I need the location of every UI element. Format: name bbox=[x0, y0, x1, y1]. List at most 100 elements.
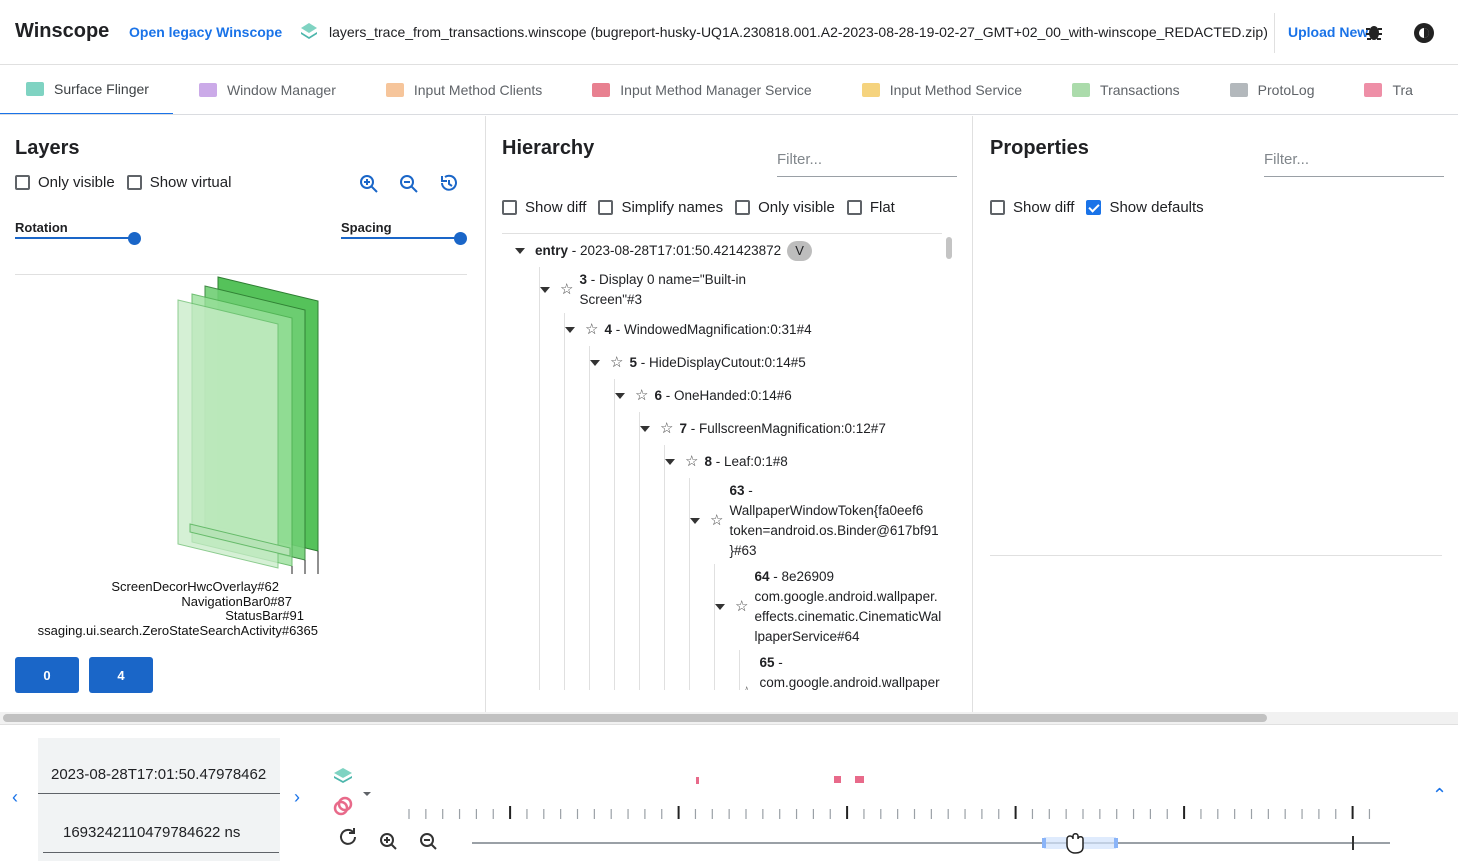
checkbox[interactable]: Show diff bbox=[990, 199, 1074, 216]
tree-row[interactable]: ☆ 3 - Display 0 name="Built-in Screen"#3 bbox=[540, 267, 942, 313]
tree-row[interactable]: ☆ 63 - WallpaperWindowToken{fa0eef6 token… bbox=[690, 478, 942, 564]
tab-icon bbox=[592, 83, 611, 97]
checkbox[interactable]: Show virtual bbox=[126, 174, 232, 191]
slider-thumb[interactable] bbox=[128, 232, 141, 245]
tree-node: entry - 2023-08-28T17:01:50.421423872 V ☆ 3… bbox=[515, 234, 942, 690]
slider-track bbox=[341, 237, 461, 239]
checkbox-box bbox=[502, 200, 517, 215]
timestamp-input[interactable]: 2023-08-28T17:01:50.479784622 bbox=[51, 766, 267, 783]
tab-icon bbox=[1364, 83, 1383, 97]
scrollbar[interactable] bbox=[946, 237, 952, 259]
tab[interactable]: Tra bbox=[1338, 65, 1436, 114]
star-icon[interactable]: ☆ bbox=[710, 512, 724, 529]
node-label: - Display 0 name="Built-in Screen"#3 bbox=[579, 272, 746, 307]
tab[interactable]: Transactions bbox=[1046, 65, 1204, 114]
tree-node: ☆ 65 - com.google.android.wallpaper.effec… bbox=[740, 650, 942, 690]
scroll-thumb[interactable] bbox=[3, 714, 1267, 722]
checkbox-group: Only visible Show virtual bbox=[15, 174, 243, 195]
tree-row[interactable]: ☆ 65 - com.google.android.wallpaper.effec… bbox=[740, 650, 942, 690]
tree-row[interactable]: entry - 2023-08-28T17:01:50.421423872 V bbox=[515, 234, 942, 267]
node-text: 5 - HideDisplayCutout:0:14#5 bbox=[629, 353, 839, 373]
star-icon[interactable]: ☆ bbox=[740, 683, 753, 690]
node-id: 6 bbox=[654, 387, 662, 403]
tree-node: ☆ 8 - Leaf:0:1#8 ☆ 63 - WallpaperWindowToke… bbox=[665, 445, 942, 690]
checkbox-label: Only visible bbox=[38, 174, 115, 191]
tree-row[interactable]: ☆ 6 - OneHanded:0:14#6 bbox=[615, 379, 942, 412]
zoom-controls[interactable] bbox=[358, 173, 468, 195]
node-text: 8 - Leaf:0:1#8 bbox=[704, 452, 914, 472]
expand-arrow[interactable] bbox=[515, 247, 525, 254]
tab[interactable]: Input Method Manager Service bbox=[566, 65, 835, 114]
header: Winscope Open legacy Winscope layers_tra… bbox=[0, 0, 1458, 65]
checkbox[interactable]: Show defaults bbox=[1086, 199, 1204, 216]
tree-children: ☆ 64 - 8e26909 com.google.android.wallpap… bbox=[714, 564, 942, 690]
node-label: - 2023-08-28T17:01:50.421423872 bbox=[568, 242, 782, 258]
bug-icon[interactable] bbox=[1364, 22, 1384, 42]
prev-button[interactable]: ‹ bbox=[12, 787, 18, 807]
display-button[interactable]: 0 bbox=[15, 657, 79, 693]
node-id: 5 bbox=[629, 354, 637, 370]
node-label: - Leaf:0:1#8 bbox=[711, 453, 788, 469]
expand-arrow[interactable] bbox=[640, 425, 650, 432]
filter-input[interactable]: Filter... bbox=[777, 151, 957, 177]
checkbox[interactable]: Flat bbox=[846, 199, 895, 216]
tab[interactable]: ProtoLog bbox=[1204, 65, 1339, 114]
checkbox[interactable]: Only visible bbox=[735, 199, 835, 216]
slider-label: Spacing bbox=[341, 220, 392, 235]
legacy-link[interactable]: Open legacy Winscope bbox=[129, 24, 283, 40]
star-icon[interactable]: ☆ bbox=[610, 353, 624, 371]
tab[interactable]: Surface Flinger bbox=[0, 65, 173, 114]
tree-node: ☆ 4 - WindowedMagnification:0:31#4 ☆ 5 - Hi… bbox=[565, 313, 942, 690]
node-label: - FullscreenMagnification:0:12#7 bbox=[686, 420, 886, 436]
checkbox[interactable]: Show diff bbox=[502, 199, 586, 216]
tree-row[interactable]: ☆ 5 - HideDisplayCutout:0:14#5 bbox=[590, 346, 942, 379]
panel-title: Layers bbox=[15, 137, 80, 159]
theme-icon[interactable] bbox=[1412, 21, 1436, 45]
checkbox[interactable]: Only visible bbox=[15, 174, 115, 191]
tree-row[interactable]: ☆ 8 - Leaf:0:1#8 bbox=[665, 445, 942, 478]
star-icon[interactable]: ☆ bbox=[660, 419, 674, 437]
star-icon[interactable]: ☆ bbox=[560, 281, 574, 298]
tree-row[interactable]: ☆ 7 - FullscreenMagnification:0:12#7 bbox=[640, 412, 942, 445]
expand-arrow[interactable] bbox=[665, 458, 675, 465]
tree-children: ☆ 65 - com.google.android.wallpaper.effec… bbox=[739, 650, 942, 690]
display-button[interactable]: 4 bbox=[89, 657, 153, 693]
checkbox[interactable]: Simplify names bbox=[598, 199, 723, 216]
checkbox-group: Show diff Simplify names Only visible Flat bbox=[502, 199, 907, 220]
star-icon[interactable]: ☆ bbox=[685, 452, 699, 470]
star-icon[interactable]: ☆ bbox=[585, 320, 599, 338]
next-button[interactable]: › bbox=[294, 787, 300, 807]
checkbox-box bbox=[846, 200, 862, 215]
expand-arrow[interactable] bbox=[715, 604, 725, 610]
node-text: 3 - Display 0 name="Built-in Screen"#3 bbox=[579, 270, 789, 310]
expand-arrow[interactable] bbox=[540, 287, 550, 293]
tab-icon bbox=[385, 83, 404, 97]
expand-arrow[interactable] bbox=[690, 518, 700, 524]
node-id: 7 bbox=[679, 420, 687, 436]
tab-label: Window Manager bbox=[226, 82, 336, 98]
upload-button[interactable]: Upload New bbox=[1288, 24, 1369, 40]
tab-label: Input Method Service bbox=[889, 82, 1023, 98]
tree-row[interactable]: ☆ 64 - 8e26909 com.google.android.wallpap… bbox=[715, 564, 942, 650]
expand-arrow[interactable] bbox=[615, 392, 625, 399]
hierarchy-panel: Hierarchy Filter... Show diff Simplify na… bbox=[487, 116, 973, 712]
collapse-button[interactable]: ⌃ bbox=[1432, 785, 1448, 805]
tab[interactable]: Input Method Clients bbox=[360, 65, 566, 114]
checkbox-label: Show virtual bbox=[149, 174, 232, 191]
slider-thumb[interactable] bbox=[454, 232, 467, 245]
layer-label: StatusBar#91 bbox=[225, 608, 304, 623]
expand-arrow[interactable] bbox=[590, 359, 600, 366]
ns-input[interactable]: 1693242110479784622 ns bbox=[63, 824, 241, 841]
star-icon[interactable]: ☆ bbox=[635, 386, 649, 404]
tab[interactable]: Input Method Service bbox=[836, 65, 1046, 114]
star-icon[interactable]: ☆ bbox=[735, 598, 749, 615]
tree-children: ☆ 5 - HideDisplayCutout:0:14#5 ☆ 6 - OneHan… bbox=[589, 346, 942, 690]
panel-title: Properties bbox=[990, 137, 1089, 159]
node-label: - 8e26909 com.google.android.wallpaper.e… bbox=[754, 569, 942, 644]
tree-row[interactable]: ☆ 4 - WindowedMagnification:0:31#4 bbox=[565, 313, 942, 346]
tab[interactable]: Window Manager bbox=[173, 65, 360, 114]
filter-input[interactable]: Filter... bbox=[1264, 151, 1444, 177]
node-label: - HideDisplayCutout:0:14#5 bbox=[636, 354, 806, 370]
expand-arrow[interactable] bbox=[565, 326, 575, 333]
